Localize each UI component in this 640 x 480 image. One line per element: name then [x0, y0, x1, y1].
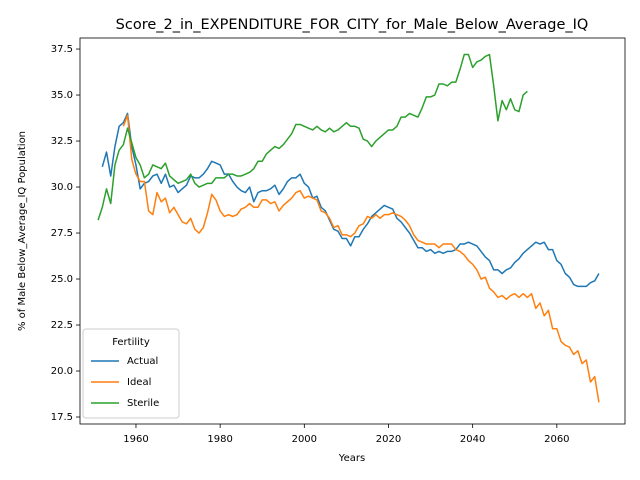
legend-label: Ideal — [127, 377, 151, 388]
x-tick-label: 2040 — [460, 434, 485, 445]
y-tick-label: 20.0 — [51, 366, 73, 377]
y-tick-label: 30.0 — [51, 182, 73, 193]
legend-box — [82, 328, 180, 419]
x-axis-label: Years — [338, 453, 365, 464]
y-tick-label: 35.0 — [51, 90, 73, 101]
y-tick-label: 37.5 — [51, 44, 73, 55]
data-line — [122, 114, 600, 403]
y-tick-label: 32.5 — [51, 136, 73, 147]
y-tick-label: 22.5 — [51, 320, 73, 331]
x-tick-label: 2020 — [376, 434, 401, 445]
y-axis-label: % of Male Below_Average_IQ Population — [17, 131, 28, 331]
chart-title: Score_2_in_EXPENDITURE_FOR_CITY_for_Male… — [116, 17, 589, 33]
x-tick-label: 2060 — [544, 434, 569, 445]
y-tick-label: 27.5 — [51, 228, 73, 239]
data-line — [97, 53, 528, 221]
x-tick-label: 1980 — [207, 434, 232, 445]
y-tick-label: 25.0 — [51, 274, 73, 285]
legend-title: Fertility — [112, 337, 150, 348]
data-line — [101, 112, 600, 288]
legend-label: Actual — [127, 356, 158, 367]
y-tick-label: 17.5 — [51, 412, 73, 423]
x-tick-label: 1960 — [123, 434, 148, 445]
plot-frame — [79, 37, 626, 425]
legend-label: Sterile — [127, 398, 159, 409]
x-tick-label: 2000 — [292, 434, 317, 445]
